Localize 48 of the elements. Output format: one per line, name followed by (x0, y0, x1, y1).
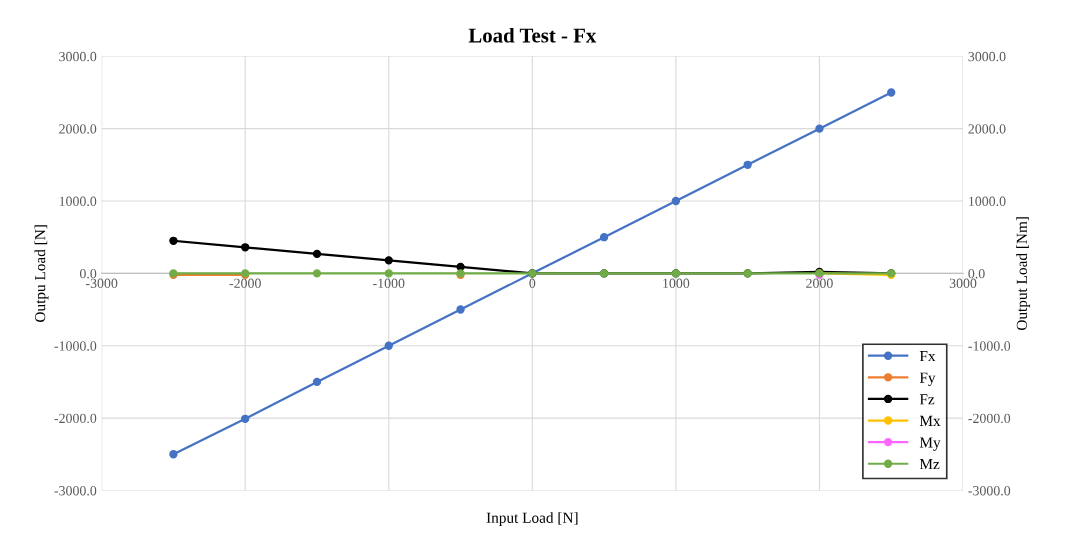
y-tick-label: -1000.0 (54, 341, 97, 351)
legend-label: Fz (919, 394, 935, 405)
point (169, 236, 178, 245)
point (743, 160, 752, 169)
y2-tick-label: -2000.0 (968, 413, 1011, 424)
point (241, 243, 250, 252)
point (599, 233, 609, 242)
x-axis-title: Input Load [N] (486, 512, 578, 526)
y2-axis-title: Output Load [Nm] (1016, 217, 1031, 331)
y-tick-label: 2000.0 (59, 124, 97, 134)
legend-label: Mz (919, 459, 940, 470)
y2-tick-label: 0.0 (968, 268, 985, 279)
x-tick-label: 2000 (806, 278, 833, 288)
x-tick-label: -1000 (373, 278, 405, 288)
y2-tick-label: -1000.0 (968, 341, 1011, 351)
legend-label: My (919, 437, 941, 451)
chart-title: Load Test - Fx (468, 27, 597, 43)
y-tick-label: -3000.0 (54, 486, 97, 496)
point (887, 88, 896, 97)
x-tick-label: 0 (529, 278, 536, 288)
legend-label: Fy (919, 372, 936, 386)
point (384, 341, 393, 350)
x-tick-label: 3000 (949, 278, 977, 288)
y2-tick-label: 1000.0 (969, 196, 1006, 207)
point (312, 269, 322, 278)
point (169, 450, 178, 459)
point (241, 414, 250, 423)
y2-tick-label: 2000.0 (968, 124, 1006, 134)
point (456, 305, 465, 314)
x-tick-label: -2000 (229, 278, 261, 288)
legend-label: Fx (919, 351, 936, 362)
legend-label: Mx (919, 415, 941, 426)
y-tick-label: 3000.0 (59, 51, 97, 62)
x-tick-label: -3000 (85, 278, 118, 288)
y2-tick-label: -3000.0 (968, 486, 1011, 496)
point (815, 124, 824, 133)
point (384, 269, 393, 278)
x-tick-label: 1000 (663, 278, 690, 288)
y2-tick-label: 3000.0 (968, 51, 1006, 62)
y-axis-title: Outpu Load [N] (34, 225, 49, 322)
point (312, 377, 322, 387)
y-tick-label: 0.0 (79, 268, 97, 279)
point (671, 196, 681, 206)
y-tick-label: 1000.0 (59, 196, 97, 207)
point (456, 262, 465, 272)
point (312, 249, 322, 258)
point (384, 256, 393, 265)
y-tick-label: -2000.0 (54, 413, 97, 424)
